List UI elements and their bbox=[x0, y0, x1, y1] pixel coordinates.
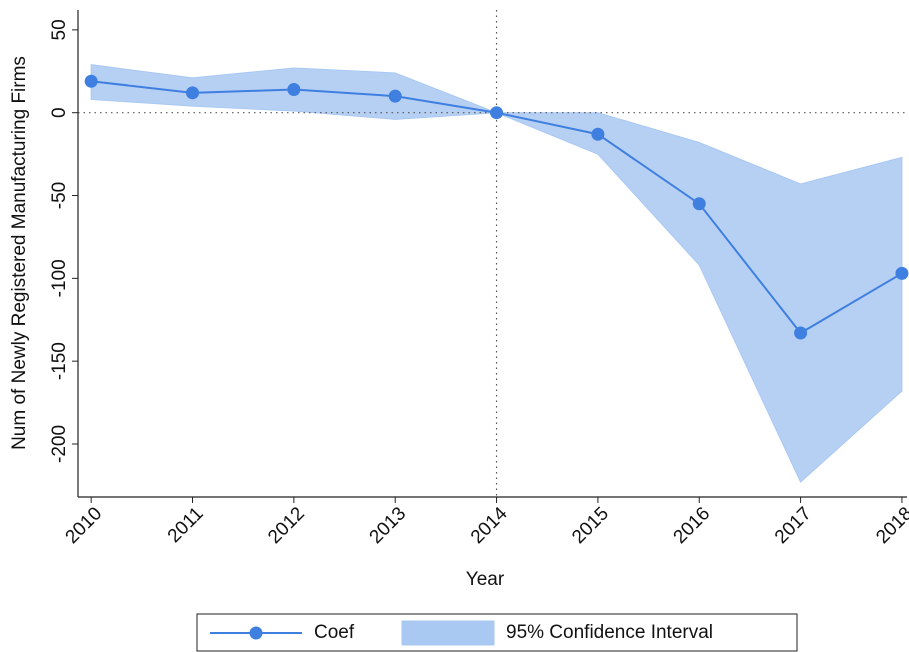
coef-point bbox=[794, 326, 808, 340]
y-tick-label: -50 bbox=[49, 182, 70, 209]
y-tick-label: -100 bbox=[49, 259, 70, 297]
x-tick-label: 2012 bbox=[264, 503, 309, 548]
x-axis-label: Year bbox=[466, 569, 505, 590]
x-tick-label: 2016 bbox=[670, 503, 715, 548]
coef-point bbox=[287, 83, 301, 97]
y-tick-label: -150 bbox=[49, 342, 70, 380]
coef-point bbox=[692, 197, 706, 211]
x-tick-label: 2011 bbox=[164, 503, 208, 547]
coef-point bbox=[186, 86, 200, 100]
legend-label: 95% Confidence Interval bbox=[506, 622, 713, 643]
x-tick-label: 2010 bbox=[62, 503, 107, 548]
legend-swatch-band bbox=[401, 620, 495, 646]
coef-point bbox=[895, 266, 909, 280]
coef-point bbox=[388, 89, 402, 103]
coef-point bbox=[490, 106, 504, 120]
x-tick-label: 2017 bbox=[771, 503, 816, 548]
y-tick-label: 0 bbox=[49, 107, 70, 118]
y-tick-label: -200 bbox=[49, 425, 70, 463]
coef-point bbox=[591, 127, 605, 141]
confidence-band bbox=[90, 64, 903, 483]
y-axis-label: Num of Newly Registered Manufacturing Fi… bbox=[9, 56, 30, 450]
legend-swatch-marker bbox=[249, 626, 263, 640]
x-tick-label: 2013 bbox=[366, 503, 411, 548]
coef-point bbox=[84, 74, 98, 88]
x-tick-label: 2018 bbox=[872, 503, 909, 548]
x-tick-label: 2014 bbox=[467, 503, 512, 548]
y-tick-label: 50 bbox=[49, 19, 70, 40]
x-tick-label: 2015 bbox=[568, 503, 613, 548]
legend-label: Coef bbox=[314, 622, 355, 643]
